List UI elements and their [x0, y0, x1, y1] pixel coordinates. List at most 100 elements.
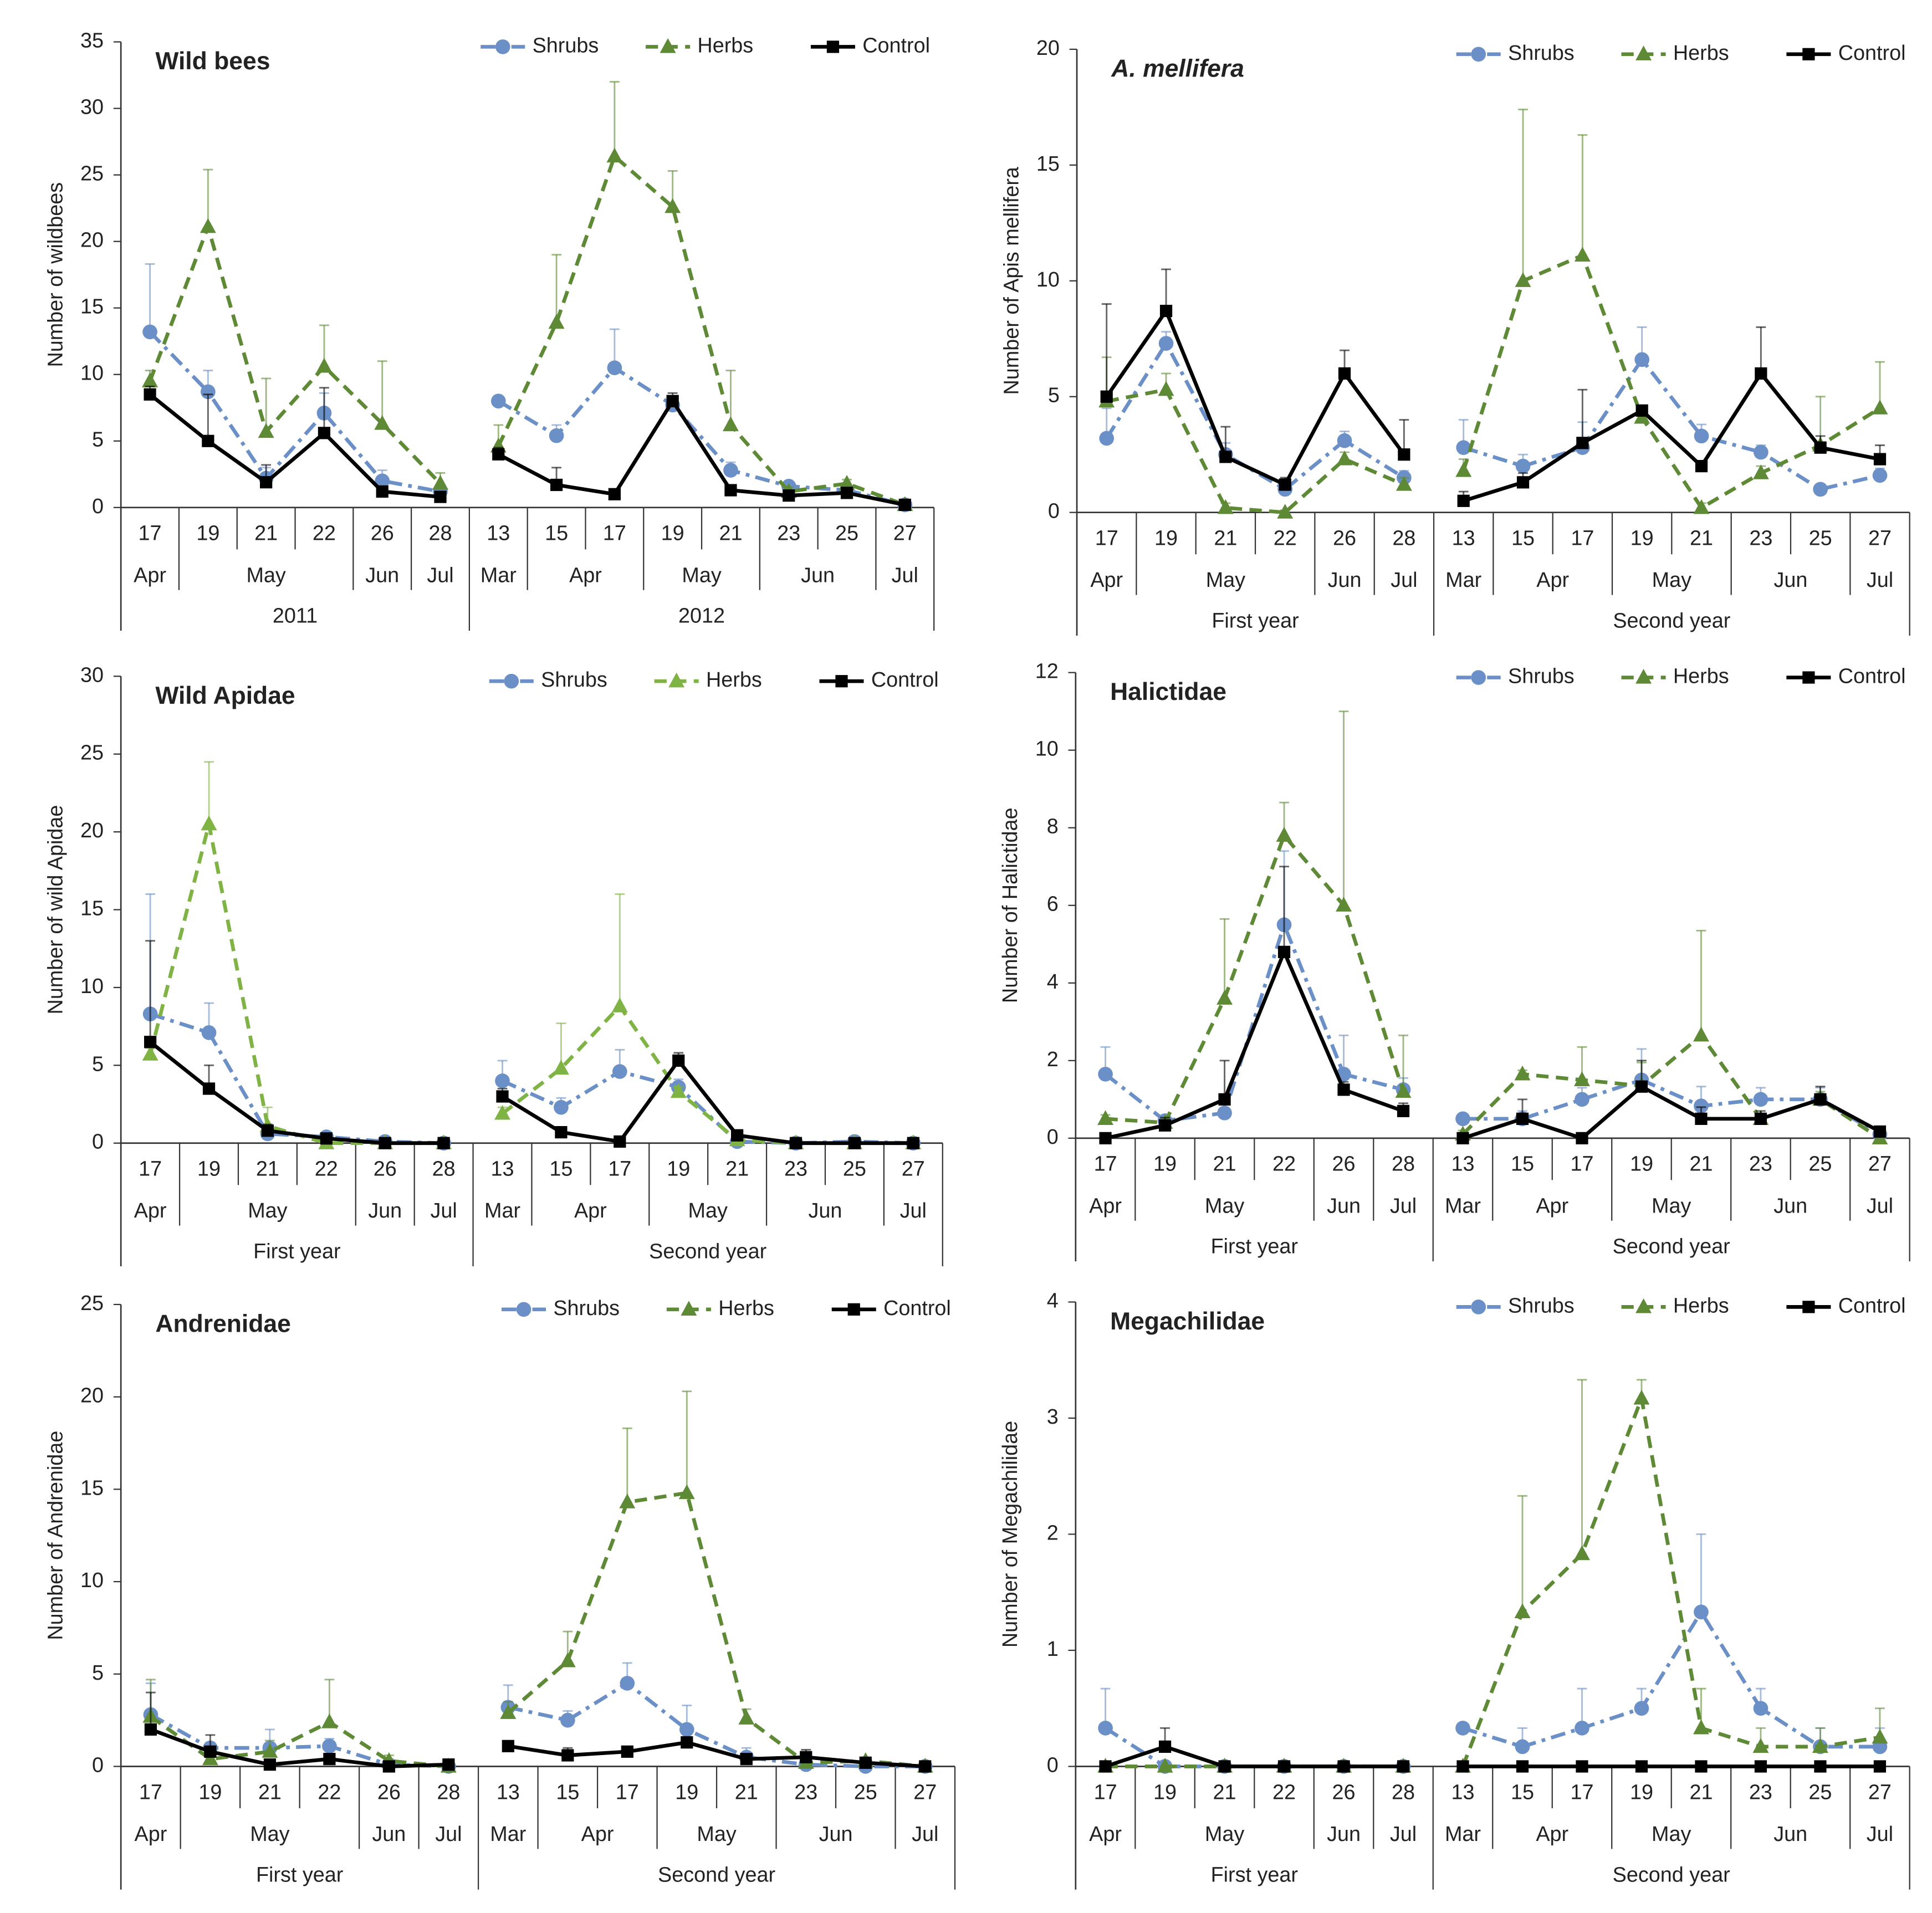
marker: [1515, 458, 1531, 474]
x-tick-label: 27: [1868, 527, 1892, 550]
x-tick-label: 19: [675, 1781, 698, 1804]
x-tick-label: 28: [428, 522, 452, 545]
month-label: May: [1205, 1823, 1244, 1846]
month-label: Apr: [1536, 1194, 1568, 1218]
x-tick-label: 21: [1690, 527, 1713, 550]
marker: [1457, 494, 1470, 507]
x-tick-label: 27: [1868, 1153, 1892, 1176]
marker: [1455, 462, 1472, 477]
marker: [1754, 1112, 1767, 1125]
marker: [1873, 1760, 1887, 1773]
series-line: [1105, 307, 1406, 487]
series-line: [149, 393, 441, 499]
series-line: [1105, 1745, 1404, 1768]
month-label: Apr: [1536, 1823, 1568, 1846]
legend-marker: [495, 39, 510, 54]
marker: [740, 1753, 753, 1766]
marker: [1516, 1760, 1529, 1773]
legend-label: Control: [862, 34, 930, 57]
chart-title: Megachilidae: [1110, 1308, 1265, 1335]
marker: [559, 1652, 576, 1668]
marker: [201, 815, 217, 831]
x-tick-label: 17: [603, 522, 626, 545]
legend-marker: [660, 38, 676, 53]
x-tick-label: 26: [1333, 527, 1356, 550]
month-label: Jun: [1773, 1194, 1807, 1218]
x-tick-label: 19: [1631, 527, 1654, 550]
x-tick-label: 25: [1809, 527, 1832, 550]
legend-marker: [1471, 47, 1486, 62]
marker: [1276, 827, 1292, 842]
marker: [1574, 1545, 1590, 1561]
marker: [1872, 468, 1888, 483]
month-label: Apr: [134, 1199, 167, 1223]
marker: [1099, 1132, 1112, 1144]
marker: [1516, 1112, 1529, 1125]
x-tick-label: 28: [432, 1158, 456, 1181]
marker: [679, 1722, 694, 1737]
x-tick-label: 17: [1094, 1781, 1117, 1804]
x-tick-label: 17: [1571, 527, 1594, 550]
y-tick-label: 8: [1047, 815, 1059, 838]
panel: 0 5 10 15 20 25 30 35 Wild bees Number of wildbee…: [44, 29, 935, 631]
marker: [1693, 1719, 1709, 1735]
marker: [1337, 1760, 1350, 1773]
month-label: May: [697, 1823, 736, 1846]
month-label: Jul: [1391, 569, 1417, 592]
y-tick-label: 0: [92, 1131, 104, 1154]
y-axis-label: Number of Apis mellifera: [1000, 167, 1023, 395]
y-tick-label: 15: [80, 1476, 104, 1500]
marker: [560, 1712, 575, 1728]
marker: [1218, 1760, 1231, 1773]
marker: [1695, 459, 1708, 473]
marker: [1576, 437, 1589, 449]
marker: [492, 448, 505, 461]
x-tick-label: 21: [258, 1781, 282, 1804]
month-label: May: [1205, 1194, 1244, 1218]
year-label: First year: [1212, 609, 1299, 632]
y-tick-label: 10: [1036, 268, 1060, 291]
marker: [789, 1137, 803, 1149]
x-tick-label: 25: [854, 1781, 877, 1804]
x-tick-label: 13: [487, 522, 510, 545]
marker: [1277, 1760, 1291, 1773]
marker: [1752, 1738, 1769, 1753]
y-tick-label: 3: [1047, 1405, 1059, 1429]
x-tick-label: 26: [1332, 1781, 1356, 1804]
month-label: Apr: [1089, 1194, 1122, 1218]
marker: [1456, 440, 1471, 456]
error-bar: [1696, 929, 1706, 1036]
marker: [800, 1751, 812, 1763]
x-tick-label: 25: [1808, 1781, 1832, 1804]
x-tick-label: 15: [549, 1158, 573, 1181]
month-label: Mar: [1445, 1194, 1481, 1218]
marker: [1812, 1738, 1828, 1753]
x-tick-label: 15: [1511, 1153, 1534, 1176]
legend-marker: [1635, 45, 1652, 60]
series-line: [1106, 387, 1405, 515]
x-tick-label: 22: [1272, 1153, 1296, 1176]
month-label: Mar: [484, 1199, 520, 1223]
legend-label: Herbs: [1673, 42, 1729, 65]
marker: [1397, 1760, 1410, 1773]
x-tick-label: 13: [497, 1781, 520, 1804]
marker: [1337, 1083, 1350, 1096]
x-tick-label: 17: [1094, 1153, 1117, 1176]
marker: [731, 1129, 744, 1142]
y-tick-label: 10: [80, 975, 104, 998]
y-tick-label: 5: [92, 1661, 104, 1685]
x-tick-label: 15: [1511, 1781, 1534, 1804]
marker: [1277, 945, 1291, 958]
series-line: [1463, 1078, 1881, 1136]
chart-title: Andrenidae: [155, 1310, 290, 1337]
marker: [1633, 1389, 1650, 1405]
y-tick-label: 20: [80, 1384, 104, 1408]
y-tick-label: 5: [92, 428, 104, 452]
month-label: Jul: [912, 1823, 938, 1846]
marker: [665, 198, 681, 213]
y-tick-label: 15: [80, 295, 104, 319]
y-tick-label: 5: [1048, 384, 1060, 407]
marker: [549, 428, 564, 443]
error-bar: [261, 377, 272, 432]
chart-title: Halictidae: [1110, 678, 1226, 705]
